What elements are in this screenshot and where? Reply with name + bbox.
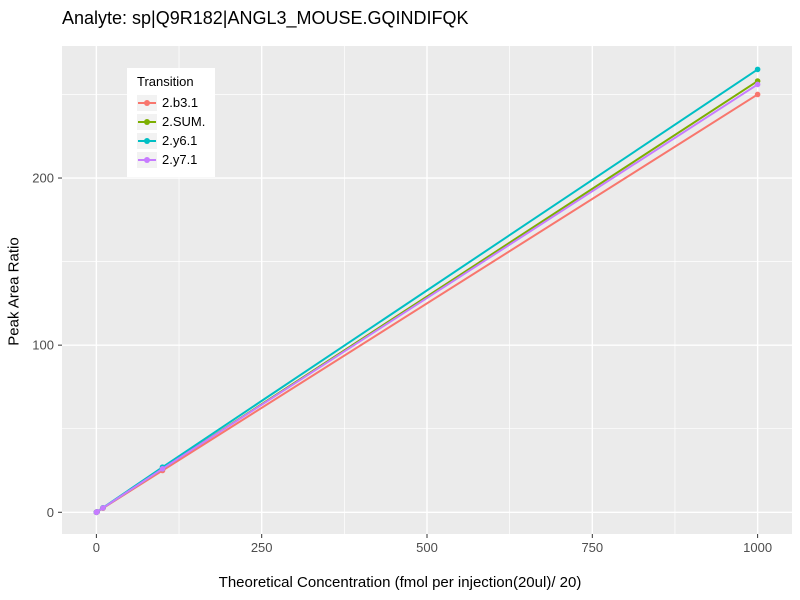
legend-label: 2.b3.1 <box>162 95 199 110</box>
legend-key-glyph <box>137 151 157 168</box>
x-tick-label: 500 <box>416 540 438 555</box>
legend-key-glyph <box>137 113 157 130</box>
legend-box: Transition 2.b3.1 2.SUM. 2.y6.1 2.y7.1 <box>127 68 216 177</box>
chart-title: Analyte: sp|Q9R182|ANGL3_MOUSE.GQINDIFQK <box>62 8 469 28</box>
x-tick-label: 750 <box>581 540 603 555</box>
legend-key-glyph <box>137 132 157 149</box>
legend-title: Transition <box>137 74 194 89</box>
legend-item-2.y7.1: 2.y7.1 <box>137 150 205 169</box>
legend-label: 2.SUM. <box>162 114 206 129</box>
legend-items: 2.b3.1 2.SUM. 2.y6.1 2.y7.1 <box>137 93 205 169</box>
series-point-2.y7.1 <box>94 509 100 515</box>
legend-item-2.b3.1: 2.b3.1 <box>137 93 205 112</box>
series-point-2.b3.1 <box>754 91 761 98</box>
legend-label: 2.y6.1 <box>162 133 198 148</box>
y-tick-label: 0 <box>47 505 54 520</box>
x-tick-label: 250 <box>251 540 273 555</box>
legend-key-glyph <box>137 94 157 111</box>
series-point-2.y7.1 <box>100 505 106 511</box>
legend-label: 2.y7.1 <box>162 152 198 167</box>
series-point-2.y6.1 <box>754 66 761 73</box>
y-tick-label: 100 <box>32 338 54 353</box>
legend-item-2.y6.1: 2.y6.1 <box>137 131 205 150</box>
x-tick-label: 0 <box>93 540 100 555</box>
legend-item-2.SUM.: 2.SUM. <box>137 112 205 131</box>
series-point-2.y7.1 <box>159 466 166 472</box>
y-tick-label: 200 <box>32 171 54 186</box>
x-tick-label: 1000 <box>743 540 772 555</box>
x-axis-label: Theoretical Concentration (fmol per inje… <box>218 574 582 591</box>
series-point-2.y7.1 <box>754 81 761 88</box>
